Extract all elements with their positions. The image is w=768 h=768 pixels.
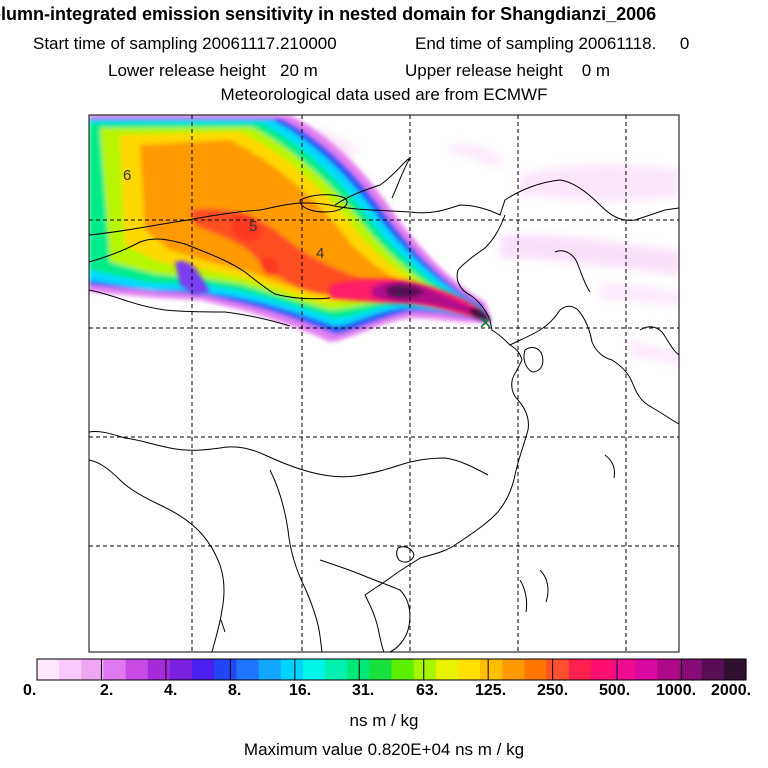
colorbar-cell (59, 659, 82, 680)
colorbar-cell (435, 659, 459, 680)
plume-layer (89, 115, 679, 365)
colorbar-cell (457, 659, 481, 680)
colorbar-cell (723, 659, 747, 680)
graticule (89, 115, 679, 652)
colorbar-tick-2000: 2000. (711, 682, 752, 699)
colorbar-cell (147, 659, 171, 680)
receptor-marker: × (479, 310, 492, 335)
met-data-label: Meteorological data used are from ECMWF (220, 85, 548, 104)
colorbar-cell (125, 659, 149, 680)
colorbar-frame (36, 658, 747, 681)
lower-release-height-label: Lower release height 20 m (108, 61, 318, 80)
colorbar-cell (657, 659, 681, 680)
colorbar-tick-0: 0. (23, 682, 37, 699)
colorbar-cell (635, 659, 658, 680)
colorbar-cell (81, 659, 105, 680)
colorbar-tick-250: 250. (537, 682, 569, 699)
colorbar-tick-63: 63. (416, 682, 439, 699)
colorbar-cell (568, 659, 592, 680)
colorbar-cell (502, 659, 526, 680)
colorbar-cell (413, 659, 437, 680)
colorbar-tick-500: 500. (599, 682, 631, 699)
colorbar-cell (280, 659, 304, 680)
colorbar-cell (480, 659, 503, 680)
colorbar-cell (258, 659, 282, 680)
colorbar-tick-2: 2. (100, 682, 114, 699)
upper-release-height-label: Upper release height 0 m (405, 61, 611, 80)
colorbar-cell (214, 659, 238, 680)
colorbar-cell (701, 659, 725, 680)
colorbar-cell (369, 659, 393, 680)
maximum-value-label: Maximum value 0.820E+04 ns m / kg (243, 740, 525, 759)
map-frame (88, 114, 680, 653)
colorbar-cell (37, 659, 60, 680)
colorbar-tick-4: 4. (164, 682, 178, 699)
colorbar-tick-1000: 1000. (656, 682, 697, 699)
contour-label-4: 4 (316, 245, 324, 262)
contour-label-5: 5 (249, 218, 257, 235)
colorbar-units: ns m / kg (349, 711, 419, 730)
start-time-label: Start time of sampling 20061117.210000 (33, 34, 337, 53)
colorbar-cell (236, 659, 260, 680)
colorbar-cell (302, 659, 326, 680)
colorbar-cell (590, 659, 614, 680)
plot-title: olumn-integrated emission sensitivity in… (0, 4, 657, 24)
colorbar-cell (103, 659, 127, 680)
colorbar-cell (325, 659, 348, 680)
colorbar-cell (391, 659, 415, 680)
coastlines (89, 156, 679, 652)
contour-label-6: 6 (123, 167, 131, 184)
end-time-label: End time of sampling 20061118. 0 (415, 34, 690, 53)
colorbar-tick-125: 125. (475, 682, 507, 699)
colorbar-cell (169, 659, 193, 680)
colorbar-cell (192, 659, 215, 680)
colorbar-cell (546, 659, 570, 680)
colorbar-cell (613, 659, 636, 680)
colorbar-tick-8: 8. (228, 682, 242, 699)
colorbar-cell (524, 659, 548, 680)
colorbar-tick-31: 31. (352, 682, 375, 699)
colorbar-cell (679, 659, 703, 680)
contour-label-2: 2 (396, 283, 404, 300)
colorbar-cell (347, 659, 370, 680)
colorbar-tick-16: 16. (289, 682, 312, 699)
